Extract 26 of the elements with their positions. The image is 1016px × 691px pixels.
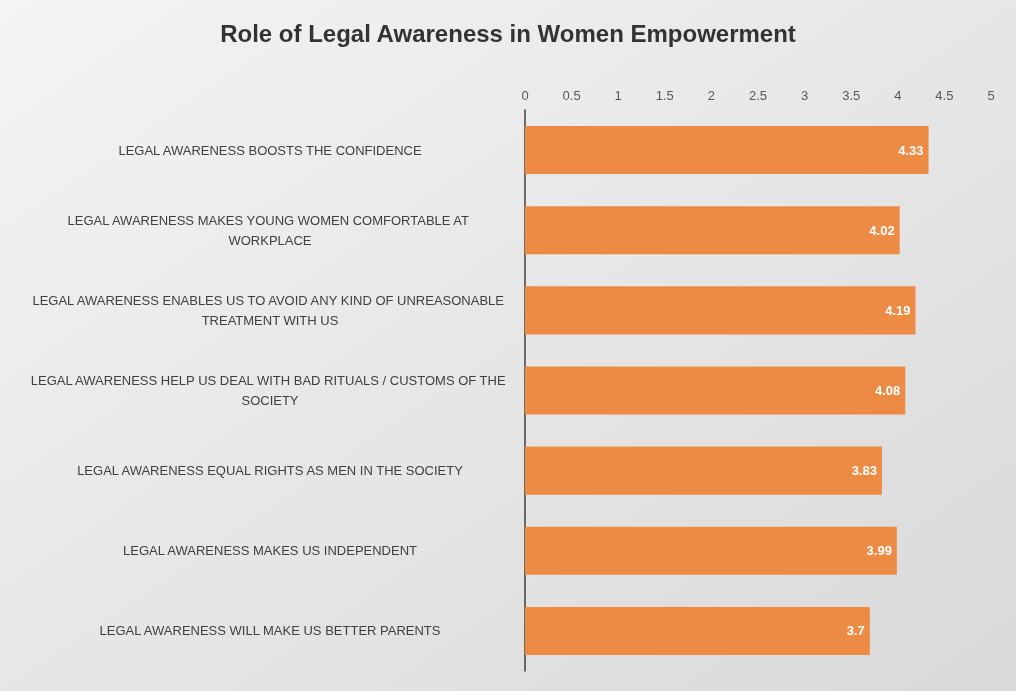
data-label: 3.83 <box>851 463 877 479</box>
data-label: 4.02 <box>869 222 895 238</box>
y-tick-label: LEGAL AWARENESS BOOSTS THE CONFIDENCE <box>118 142 422 158</box>
x-tick-label: 2 <box>707 88 716 103</box>
y-tick-label: LEGAL AWARENESS HELP US DEAL WITH BAD RITUALS / CUSTOMS OF THE SOCIETY <box>30 373 510 408</box>
x-tick-label: 0 <box>521 88 529 103</box>
chart-title: Role of Legal Awareness in Women Empowerment <box>220 19 796 47</box>
x-tick-label: 4 <box>894 88 902 103</box>
y-tick-label: LEGAL AWARENESS MAKES YOUNG WOMEN COMFORTABLE AT WORKPLACE <box>67 212 473 248</box>
data-label: 4.33 <box>898 142 924 158</box>
x-tick-label: 1.5 <box>655 88 674 103</box>
x-tick-label: 5 <box>987 88 995 103</box>
x-tick-label: 2.5 <box>748 88 768 103</box>
x-tick-label: 3.5 <box>842 88 861 103</box>
y-tick-label: LEGAL AWARENESS WILL MAKE US BETTER PARENTS <box>99 623 441 639</box>
x-tick-label: 1 <box>614 88 622 103</box>
x-tick-label: 4.5 <box>935 88 954 103</box>
data-label: 4.19 <box>885 302 911 318</box>
x-tick-label: 3 <box>800 88 809 103</box>
data-label: 3.7 <box>846 623 865 639</box>
x-tick-label: 0.5 <box>562 88 581 103</box>
data-label: 3.99 <box>866 543 892 559</box>
y-tick-label: LEGAL AWARENESS MAKES US INDEPENDENT <box>122 543 418 559</box>
y-tick-label: LEGAL AWARENESS ENABLES US TO AVOID ANY KIND OF UNREASONABLE TREATMENT WITH US <box>32 292 508 328</box>
y-tick-label: LEGAL AWARENESS EQUAL RIGHTS AS MEN IN THE SOCIETY <box>77 463 464 479</box>
data-label: 4.08 <box>874 383 901 398</box>
